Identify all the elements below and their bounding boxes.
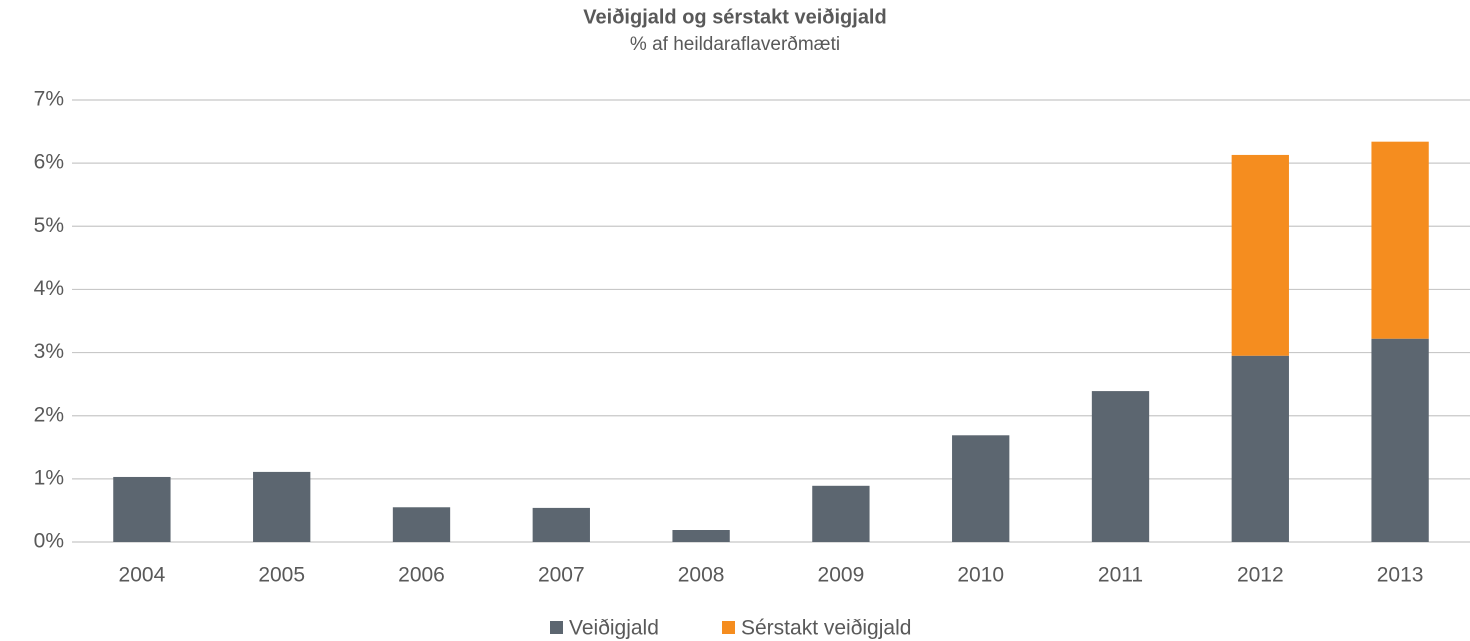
bar-segment <box>1231 154 1289 356</box>
bar-segment <box>1231 355 1289 542</box>
x-tick-label: 2011 <box>1098 564 1143 587</box>
x-tick-label: 2013 <box>1377 564 1424 587</box>
y-tick-label: 3% <box>34 340 64 363</box>
x-tick-label: 2010 <box>957 564 1004 587</box>
bar-segment <box>952 435 1010 542</box>
x-tick-label: 2005 <box>258 564 305 587</box>
x-tick-label: 2012 <box>1237 564 1284 587</box>
chart-title: Veiðigjald og sérstakt veiðigjald <box>583 6 886 28</box>
legend-label: Veiðigjald <box>569 617 659 640</box>
y-tick-label: 4% <box>34 277 64 300</box>
y-tick-label: 5% <box>34 214 64 237</box>
x-tick-label: 2007 <box>538 564 585 587</box>
bar-segment <box>392 507 451 542</box>
bar-segment <box>1371 338 1429 542</box>
x-tick-label: 2004 <box>119 564 166 587</box>
bar-segment <box>1091 391 1150 542</box>
y-tick-label: 7% <box>34 88 64 111</box>
bar-segment <box>672 530 730 542</box>
y-tick-label: 2% <box>34 403 64 426</box>
chart-subtitle: % af heildaraflaverðmæti <box>630 34 840 55</box>
legend-swatch <box>722 621 735 634</box>
x-tick-label: 2008 <box>678 564 725 587</box>
y-tick-label: 6% <box>34 151 64 174</box>
legend-label: Sérstakt veiðigjald <box>741 617 911 640</box>
bar-segment <box>253 471 311 542</box>
x-tick-label: 2009 <box>818 564 865 587</box>
bar-segment <box>1371 141 1429 339</box>
bar-segment <box>532 507 590 542</box>
y-tick-label: 0% <box>34 530 64 553</box>
x-tick-label: 2006 <box>398 564 445 587</box>
legend-swatch <box>550 621 563 634</box>
bar-segment <box>812 485 870 542</box>
y-tick-label: 1% <box>34 466 64 489</box>
bar-segment <box>113 476 171 542</box>
